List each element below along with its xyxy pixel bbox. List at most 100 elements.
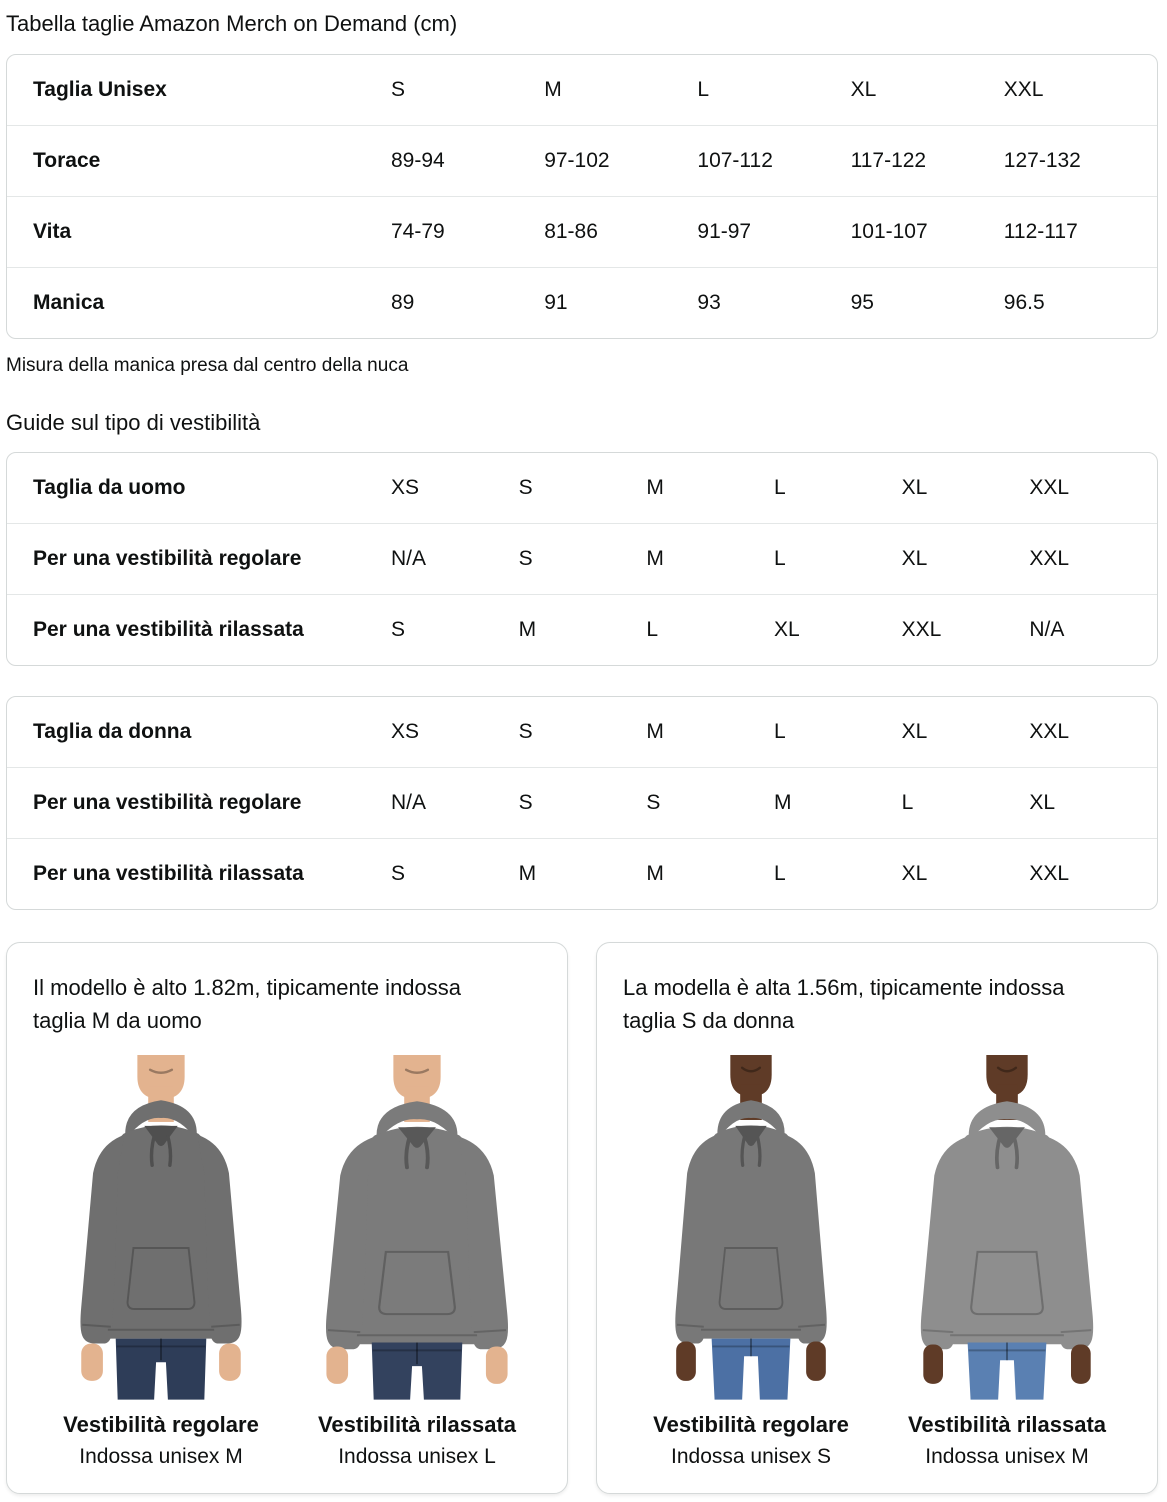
- fit-caption-size: Indossa unisex S: [671, 1444, 831, 1468]
- fit-caption-size: Indossa unisex M: [79, 1444, 243, 1468]
- figure-relaxed-fit: Vestibilità rilassata Indossa unisex L: [289, 1055, 545, 1469]
- cell: M: [518, 862, 537, 886]
- cell: XL: [1029, 791, 1056, 815]
- fit-caption-title: Vestibilità regolare: [653, 1411, 849, 1437]
- female-regular-hoodie-photo: [675, 1055, 827, 1400]
- row-label: Taglia da donna: [33, 720, 192, 744]
- column-header: L: [697, 77, 710, 101]
- fit-caption-size: Indossa unisex L: [338, 1444, 496, 1468]
- fit-caption-title: Vestibilità regolare: [63, 1411, 259, 1437]
- column-header: S: [391, 77, 406, 101]
- cell: S: [391, 862, 406, 886]
- row-label: Per una vestibilità regolare: [33, 791, 302, 815]
- column-header: XS: [391, 720, 420, 744]
- figure-relaxed-fit: Vestibilità rilassata Indossa unisex M: [879, 1055, 1135, 1469]
- cell: 96.5: [1003, 290, 1045, 314]
- cell: 97-102: [544, 148, 610, 172]
- cell: N/A: [391, 791, 427, 815]
- column-header: S: [518, 476, 533, 500]
- model-figures: Vestibilità regolare Indossa unisex M: [33, 1055, 545, 1469]
- cell: XL: [901, 862, 928, 886]
- men-fit-table: Taglia da uomo XS S M L XL XXL Per una v…: [6, 452, 1158, 667]
- cell: 89: [391, 290, 415, 314]
- cell: 91-97: [697, 219, 752, 243]
- figure-regular-fit: Vestibilità regolare Indossa unisex M: [33, 1055, 289, 1469]
- cell: L: [773, 862, 786, 886]
- column-header: M: [646, 476, 664, 500]
- cell: 81-86: [544, 219, 598, 243]
- model-description: La modella è alta 1.56m, tipicamente ind…: [623, 975, 1065, 1034]
- column-header: XS: [391, 476, 420, 500]
- cell: 93: [697, 290, 721, 314]
- column-header: XL: [901, 720, 928, 744]
- cell: M: [646, 862, 664, 886]
- cell: 117-122: [850, 148, 927, 172]
- cell: XXL: [1029, 547, 1070, 571]
- cell: N/A: [391, 547, 427, 571]
- cell: XL: [773, 618, 800, 642]
- row-label: Per una vestibilità rilassata: [33, 862, 304, 886]
- cell: XXL: [901, 618, 942, 642]
- model-figures: Vestibilità regolare Indossa unisex S: [623, 1055, 1135, 1469]
- figure-regular-fit: Vestibilità regolare Indossa unisex S: [623, 1055, 879, 1469]
- male-model-card: Il modello è alto 1.82m, tipicamente ind…: [6, 942, 568, 1494]
- cell: S: [391, 618, 406, 642]
- row-label: Per una vestibilità regolare: [33, 547, 302, 571]
- women-fit-table: Taglia da donna XS S M L XL XXL Per una …: [6, 696, 1158, 911]
- row-label: Manica: [33, 290, 105, 314]
- cell: 112-117: [1003, 219, 1078, 243]
- cell: S: [646, 791, 661, 815]
- table-row: Torace 89-94 97-102 107-112 117-122 127-…: [7, 124, 1157, 196]
- fit-caption-size: Indossa unisex M: [925, 1444, 1089, 1468]
- column-header: XL: [901, 476, 928, 500]
- table-header-row: Taglia Unisex S M L XL XXL: [7, 55, 1157, 125]
- cell: S: [518, 547, 533, 571]
- column-header: XXL: [1003, 77, 1044, 101]
- row-label: Torace: [33, 148, 101, 172]
- cell: M: [518, 618, 537, 642]
- row-label: Vita: [33, 219, 72, 243]
- model-cards: Il modello è alto 1.82m, tipicamente ind…: [6, 942, 1158, 1502]
- table-row: Per una vestibilità rilassata S M M L XL…: [7, 838, 1157, 909]
- column-header: XL: [850, 77, 877, 101]
- cell: 101-107: [850, 219, 928, 243]
- female-model-card: La modella è alta 1.56m, tipicamente ind…: [596, 942, 1158, 1494]
- row-label: Per una vestibilità rilassata: [33, 618, 304, 642]
- table-row: Vita 74-79 81-86 91-97 101-107 112-117: [7, 195, 1157, 267]
- cell: XXL: [1029, 862, 1070, 886]
- fit-guide-title: Guide sul tipo di vestibilità: [6, 409, 261, 435]
- cell: 107-112: [697, 148, 773, 172]
- cell: L: [646, 618, 659, 642]
- column-header: XXL: [1029, 476, 1070, 500]
- sleeve-measure-note: Misura della manica presa dal centro del…: [6, 354, 409, 376]
- cell: M: [773, 791, 792, 815]
- cell: N/A: [1029, 618, 1065, 642]
- column-header: M: [646, 720, 664, 744]
- column-header: XXL: [1029, 720, 1070, 744]
- row-label: Taglia da uomo: [33, 476, 186, 500]
- column-header: L: [773, 720, 786, 744]
- female-relaxed-hoodie-photo: [920, 1055, 1094, 1400]
- page-title: Tabella taglie Amazon Merch on Demand (c…: [6, 11, 458, 36]
- fit-caption-title: Vestibilità rilassata: [317, 1411, 517, 1437]
- cell: 89-94: [391, 148, 445, 172]
- cell: 127-132: [1003, 148, 1081, 172]
- unisex-size-table: Taglia Unisex S M L XL XXL Torace 89-94 …: [6, 53, 1158, 339]
- cell: 91: [544, 290, 568, 314]
- table-row: Manica 89 91 93 95 96.5: [7, 266, 1157, 338]
- model-description: Il modello è alto 1.82m, tipicamente ind…: [33, 975, 462, 1034]
- cell: 74-79: [391, 219, 445, 243]
- table-row: Per una vestibilità regolare N/A S M L X…: [7, 523, 1157, 594]
- cell: M: [646, 547, 664, 571]
- table-row: Per una vestibilità rilassata S M L XL X…: [7, 594, 1157, 665]
- table-row: Per una vestibilità regolare N/A S S M L…: [7, 767, 1157, 838]
- male-regular-hoodie-photo: [80, 1055, 242, 1400]
- column-header: L: [773, 476, 786, 500]
- row-label: Taglia Unisex: [33, 77, 167, 101]
- table-header-row: Taglia da uomo XS S M L XL XXL: [7, 453, 1157, 523]
- column-header: S: [518, 720, 533, 744]
- fit-caption-title: Vestibilità rilassata: [907, 1411, 1107, 1437]
- cell: S: [518, 791, 533, 815]
- cell: XL: [901, 547, 928, 571]
